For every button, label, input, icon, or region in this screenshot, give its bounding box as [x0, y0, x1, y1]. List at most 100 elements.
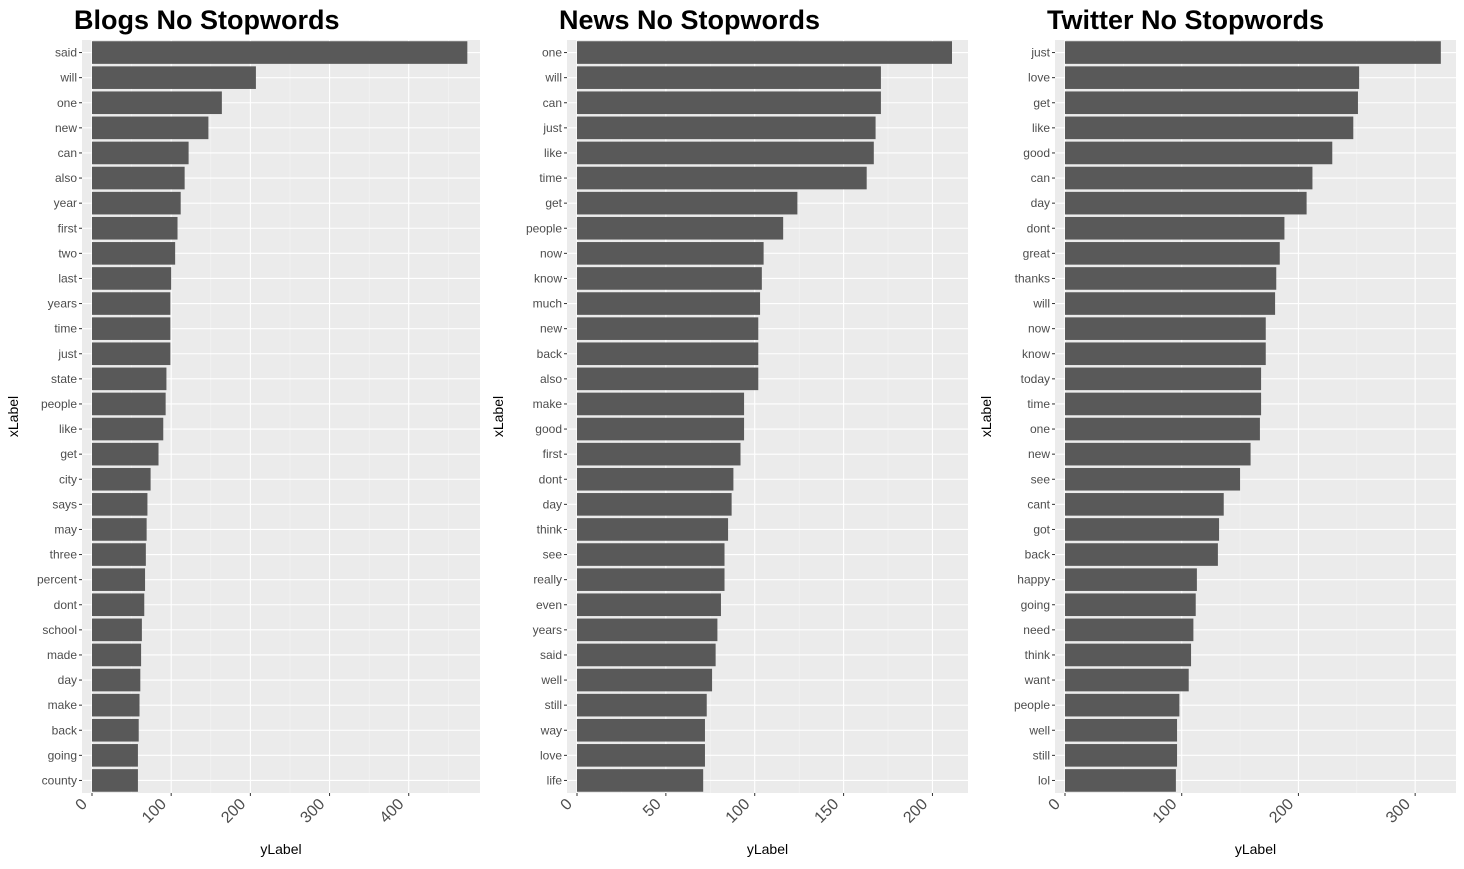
bar-make: [577, 392, 745, 416]
category-label: time: [54, 322, 77, 336]
bar-time: [1065, 392, 1262, 416]
bar-going: [1065, 593, 1196, 617]
bar-well: [1065, 718, 1178, 742]
bar-like: [577, 141, 874, 165]
category-label: love: [1028, 71, 1050, 85]
category-label: really: [533, 573, 562, 587]
category-label: see: [543, 548, 563, 562]
chart-panel-1: one will can just like time get people now know mu…: [490, 5, 968, 857]
category-label: well: [540, 673, 562, 687]
category-label: time: [1027, 397, 1050, 411]
category-label: think: [537, 522, 563, 536]
bar-last: [92, 267, 172, 290]
category-label: people: [41, 397, 77, 411]
bar-happy: [1065, 568, 1197, 591]
chart-panel-0: said will one new can also year first two last yea…: [5, 5, 480, 857]
category-label: going: [1021, 598, 1050, 612]
category-label: two: [58, 246, 77, 260]
bar-now: [577, 242, 764, 265]
bar-years: [577, 618, 718, 642]
bar-first: [92, 216, 178, 240]
category-label: get: [60, 447, 77, 461]
x-tick-label: 200: [218, 796, 249, 827]
bar-state: [92, 367, 167, 391]
bar-three: [92, 543, 146, 566]
category-label: said: [540, 648, 562, 662]
category-label: can: [1031, 171, 1050, 185]
bar-said: [577, 643, 716, 667]
category-label: first: [543, 447, 563, 461]
x-tick-label: 100: [1150, 796, 1181, 827]
category-label: one: [1030, 422, 1050, 436]
category-label: dont: [54, 598, 78, 612]
bar-just: [577, 116, 876, 140]
category-label: state: [51, 372, 77, 386]
category-label: day: [543, 497, 562, 511]
category-label: day: [58, 673, 77, 687]
x-axis-label: yLabel: [747, 841, 788, 857]
category-label: get: [545, 196, 562, 210]
category-label: just: [57, 347, 77, 361]
bar-see: [577, 543, 725, 566]
category-label: think: [1025, 648, 1051, 662]
category-label: like: [59, 422, 77, 436]
bar-will: [577, 66, 881, 89]
category-label: can: [58, 146, 77, 160]
category-label: see: [1031, 472, 1051, 486]
bar-day: [92, 668, 141, 692]
bar-new: [1065, 442, 1251, 466]
category-label: made: [47, 648, 77, 662]
y-axis-label: xLabel: [490, 396, 506, 437]
category-label: get: [1033, 96, 1050, 110]
category-label: lol: [1038, 773, 1050, 787]
category-label: year: [54, 196, 77, 210]
bar-still: [1065, 744, 1178, 767]
bar-really: [577, 568, 725, 591]
bar-dont: [92, 593, 145, 617]
category-label: going: [48, 748, 77, 762]
x-axis-label: yLabel: [1235, 841, 1276, 857]
chart-panel-2: just love get like good can day dont great thanks…: [978, 5, 1456, 857]
category-label: people: [526, 221, 562, 235]
bar-get: [92, 442, 159, 466]
y-axis-label: xLabel: [978, 396, 994, 437]
category-label: percent: [37, 573, 78, 587]
category-label: life: [547, 773, 563, 787]
bar-make: [92, 693, 140, 717]
x-tick-label: 0: [73, 796, 91, 814]
x-tick-label: 100: [139, 796, 170, 827]
bar-time: [577, 166, 867, 190]
x-tick-label: 0: [1046, 796, 1064, 814]
bar-great: [1065, 242, 1280, 265]
bar-just: [92, 342, 171, 366]
category-label: like: [1032, 121, 1050, 135]
category-label: just: [542, 121, 562, 135]
bar-much: [577, 292, 761, 315]
bar-also: [577, 367, 759, 391]
category-label: make: [48, 698, 78, 712]
bar-see: [1065, 467, 1241, 491]
bar-school: [92, 618, 142, 642]
category-label: can: [543, 96, 562, 110]
bar-lol: [1065, 769, 1176, 792]
category-label: cant: [1027, 497, 1050, 511]
bar-think: [577, 518, 729, 541]
category-label: much: [533, 297, 562, 311]
bar-get: [1065, 91, 1358, 115]
category-label: also: [55, 171, 77, 185]
category-label: first: [58, 221, 78, 235]
bar-one: [577, 41, 953, 64]
category-label: years: [533, 623, 562, 637]
bar-said: [92, 41, 468, 64]
bar-one: [1065, 417, 1260, 441]
bar-says: [92, 493, 148, 516]
category-label: will: [59, 71, 77, 85]
category-label: need: [1023, 623, 1050, 637]
bar-people: [92, 392, 166, 416]
category-label: county: [42, 773, 77, 787]
bar-need: [1065, 618, 1194, 642]
x-tick-label: 400: [377, 796, 408, 827]
category-label: know: [1022, 347, 1050, 361]
bar-think: [1065, 643, 1192, 667]
bar-know: [1065, 342, 1266, 366]
